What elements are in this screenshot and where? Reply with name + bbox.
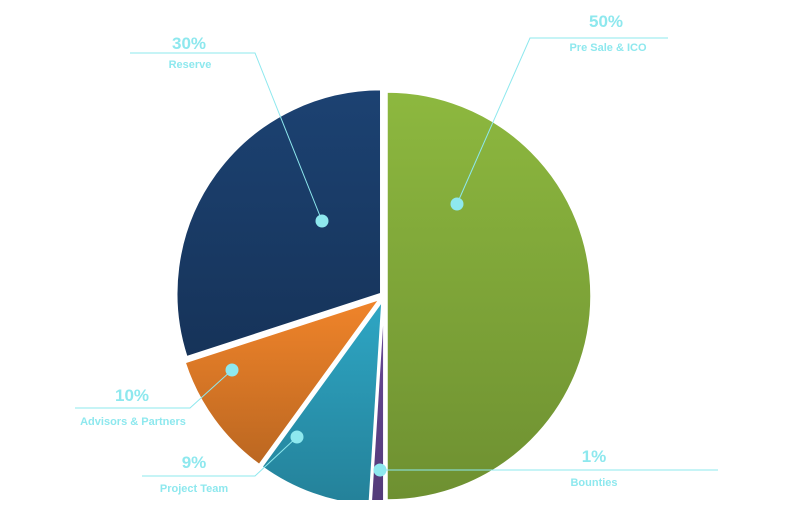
slice-percent-project-team: 9% [181, 453, 207, 472]
pie-slice-reserve [176, 88, 382, 358]
slice-percent-bounties: 1% [581, 447, 607, 466]
leader-dot-project-team [290, 430, 304, 444]
leader-line-reserve [130, 52, 323, 222]
pie-slice-advisors [184, 298, 382, 466]
pie-slice-bounties [370, 301, 385, 505]
leader-dot-advisors [225, 363, 239, 377]
slice-percent-reserve: 30% [171, 34, 207, 53]
slice-percent-advisors: 10% [114, 386, 150, 405]
slice-label-bounties: Bounties [570, 477, 618, 489]
slice-label-advisors: Advisors & Partners [80, 416, 186, 428]
leader-dot-reserve [315, 214, 329, 228]
slice-label-project-team: Project Team [159, 483, 229, 495]
slice-label-reserve: Reserve [168, 59, 212, 71]
leader-line-project-team [142, 436, 298, 477]
pie-slice-pre-sale [386, 91, 592, 501]
leader-dot-bounties [373, 463, 387, 477]
leader-line-pre-sale [456, 37, 668, 205]
slice-label-pre-sale: Pre Sale & ICO [569, 42, 647, 54]
leader-dot-pre-sale [450, 197, 464, 211]
leader-line-advisors [75, 369, 233, 409]
slice-percent-pre-sale: 50% [588, 12, 624, 31]
